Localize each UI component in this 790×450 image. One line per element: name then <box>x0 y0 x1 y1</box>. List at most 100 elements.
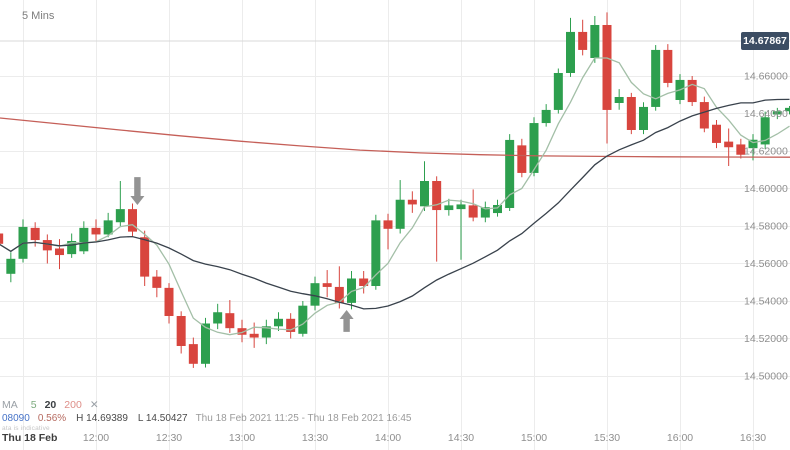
time-tick-label: 16:30 <box>740 432 766 444</box>
ma-period-5: 5 <box>30 399 37 411</box>
date-label: Thu 18 Feb <box>2 432 57 444</box>
candle <box>395 199 405 229</box>
buy-arrow-icon <box>339 310 354 332</box>
candle <box>456 204 466 210</box>
candle <box>322 283 332 287</box>
candle <box>712 124 721 143</box>
candle <box>663 49 673 83</box>
ma20-line <box>0 98 790 310</box>
candle <box>760 117 770 145</box>
candle <box>334 286 344 303</box>
candle <box>383 220 393 229</box>
candle <box>164 287 174 316</box>
candle <box>407 199 417 205</box>
price-tick-label: 14.56000 <box>744 258 788 270</box>
candle <box>687 79 697 103</box>
ma5-line <box>0 57 790 336</box>
session-high: H 14.69389 <box>76 413 128 424</box>
candle <box>785 107 790 112</box>
candle <box>541 109 551 124</box>
candle <box>359 278 369 286</box>
candle <box>578 31 588 50</box>
candle <box>553 72 563 110</box>
candle <box>298 305 308 334</box>
time-tick-label: 12:00 <box>83 432 109 444</box>
time-tick-label: 15:30 <box>594 432 620 444</box>
timeframe-label[interactable]: 5 Mins <box>22 10 55 22</box>
candle <box>347 278 356 303</box>
time-tick-label: 13:00 <box>229 432 255 444</box>
candle <box>748 139 758 149</box>
time-tick-label: 16:00 <box>667 432 693 444</box>
ma-legend-label: MA <box>2 399 18 411</box>
candle <box>225 313 235 329</box>
candle <box>432 180 442 211</box>
candle <box>505 139 515 208</box>
ma-period-200: 200 <box>64 399 82 411</box>
session-range: Thu 18 Feb 2021 11:25 - Thu 18 Feb 2021 … <box>195 413 412 424</box>
candle <box>140 237 150 277</box>
candle <box>699 102 709 129</box>
candle <box>517 145 527 173</box>
candle <box>286 318 296 332</box>
instrument-code: 08090 <box>2 413 30 424</box>
candle <box>55 248 64 256</box>
ma-legend[interactable]: MA 5 20 200 ✕ <box>2 399 99 411</box>
candle <box>79 227 89 252</box>
candle <box>0 233 4 244</box>
candle <box>42 240 52 251</box>
candle <box>529 123 539 173</box>
price-tick-label: 14.64000 <box>744 108 788 120</box>
candle <box>6 258 16 274</box>
candle <box>91 227 101 235</box>
candle <box>213 312 223 324</box>
price-axis[interactable]: 14.66000 14.64000 14.62000 14.60000 14.58000… <box>744 70 788 382</box>
candles <box>0 12 790 368</box>
candle <box>480 207 490 218</box>
candle <box>103 220 113 235</box>
candle <box>602 24 612 110</box>
price-tick-label: 14.60000 <box>744 183 788 195</box>
price-tick-label: 14.54000 <box>744 295 788 307</box>
candle <box>566 31 575 73</box>
candle <box>724 141 734 148</box>
candle <box>614 96 624 103</box>
price-tick-label: 14.58000 <box>744 220 788 232</box>
change-percent: 0.56% <box>37 413 67 424</box>
candle <box>261 326 271 338</box>
time-tick-label: 14:00 <box>375 432 401 444</box>
candle <box>274 318 283 327</box>
time-axis[interactable]: 12:00 12:30 13:00 13:30 14:00 14:30 15:00 15:30… <box>83 432 766 444</box>
candle <box>420 180 429 207</box>
candle <box>590 24 600 58</box>
candle <box>67 240 77 255</box>
price-tick-label: 14.66000 <box>744 70 788 82</box>
session-info-row: 08090 0.56% H 14.69389 L 14.50427 Thu 18 Feb… <box>2 413 411 424</box>
candle <box>249 333 259 338</box>
last-price-badge: 14.67867 <box>741 32 789 50</box>
time-tick-label: 13:30 <box>302 432 328 444</box>
remove-ma-icon[interactable]: ✕ <box>89 399 99 411</box>
candle <box>468 205 478 218</box>
price-tick-label: 14.62000 <box>744 145 788 157</box>
candle <box>237 328 247 335</box>
candle <box>310 283 320 306</box>
time-tick-label: 12:30 <box>156 432 182 444</box>
indicative-note: ata is indicative <box>2 425 50 432</box>
candle <box>152 276 162 288</box>
ma200-line <box>0 117 790 158</box>
candle <box>176 315 186 346</box>
candle <box>639 106 648 130</box>
session-low: L 14.50427 <box>137 413 188 424</box>
candle <box>371 220 381 286</box>
price-tick-label: 14.52000 <box>744 333 788 345</box>
ma-period-20: 20 <box>44 399 57 411</box>
candle <box>736 144 746 155</box>
candle <box>651 49 661 107</box>
price-tick-label: 14.50000 <box>744 370 788 382</box>
time-tick-label: 15:00 <box>521 432 547 444</box>
candle <box>128 209 137 232</box>
candle <box>626 96 636 130</box>
